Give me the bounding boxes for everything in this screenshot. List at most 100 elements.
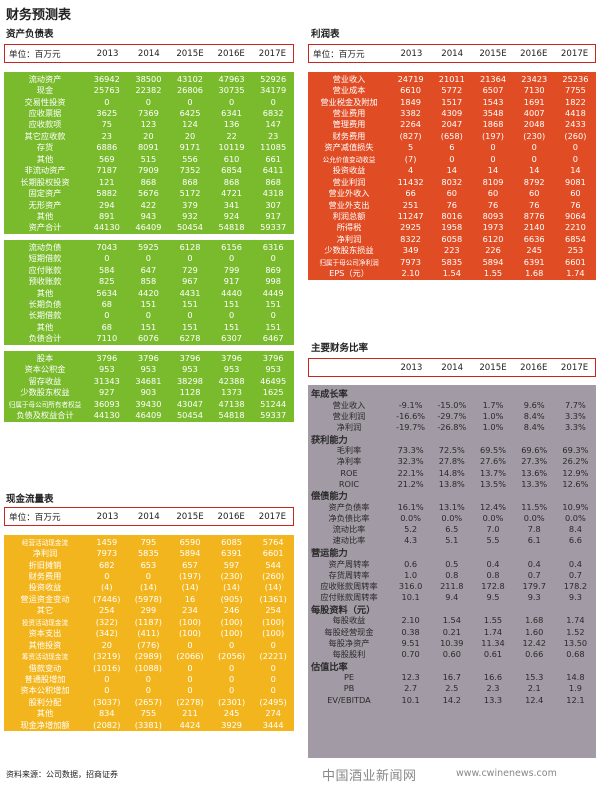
row-label: 短期借款 — [28, 253, 62, 264]
cell-value: 3444 — [262, 719, 284, 730]
row-label: 经营活动现金流 — [21, 538, 69, 547]
cell-value: 7187 — [96, 165, 118, 176]
cell-value: 14.2 — [442, 694, 461, 705]
table-row: 应收票据 3625 7369 6425 6341 6832 — [4, 107, 294, 118]
cell-value: 2048 — [523, 119, 545, 130]
cell-value: 0.4 — [527, 558, 541, 569]
cell-value: 15.3 — [525, 672, 544, 683]
cell-value: 123 — [140, 119, 157, 130]
cell-value: 953 — [140, 364, 157, 375]
table-row: 资本公积金 953 953 953 953 953 — [4, 364, 294, 375]
ratio-section-title: 营运能力 — [308, 546, 596, 559]
cell-value: 5835 — [441, 256, 463, 267]
cell-value: 9.3 — [568, 592, 582, 603]
cell-value: 6832 — [262, 108, 284, 119]
cell-value: 246 — [223, 605, 240, 616]
cell-value: 1.54 — [442, 615, 461, 626]
row-label: 股利分配 — [28, 696, 62, 707]
cell-value: 0 — [270, 685, 276, 696]
cell-value: 14 — [529, 165, 540, 176]
table-row: 少数股东权益 927 903 1128 1373 1625 — [4, 386, 294, 397]
cell-value: 2.1 — [527, 683, 541, 694]
cell-value: 38500 — [135, 73, 162, 84]
cell-value: 10.39 — [440, 637, 464, 648]
cell-value: 610 — [223, 153, 240, 164]
cell-value: 0 — [187, 310, 193, 321]
table-row: 资本支出 (342) (411) (100) (100) (100) — [4, 628, 294, 639]
cell-value: 254 — [265, 605, 281, 616]
cell-value: 9.3 — [527, 592, 541, 603]
year-header: 2013 — [400, 48, 423, 59]
cell-value: 0.61 — [483, 648, 503, 659]
cell-value: 26.2% — [562, 456, 589, 467]
cell-value: 34179 — [260, 85, 287, 96]
cell-value: 38298 — [176, 375, 203, 386]
cell-value: (230) — [220, 571, 243, 582]
table-row: 短期借款 0 0 0 0 0 — [4, 253, 294, 264]
year-header: 2014 — [441, 362, 464, 373]
row-label: 长期股权投资 — [20, 176, 70, 187]
cell-value: 72.5% — [438, 445, 465, 456]
cell-value: 0.6 — [404, 558, 418, 569]
cell-value: 9.4 — [445, 592, 459, 603]
cell-value: 44130 — [93, 409, 120, 420]
cell-value: (260) — [262, 571, 285, 582]
cell-value: 10.1 — [401, 592, 420, 603]
cell-value: 4449 — [262, 287, 284, 298]
cell-value: 254 — [98, 605, 115, 616]
table-row: 净利率 32.3% 27.8% 27.6% 27.3% 26.2% — [308, 456, 596, 467]
cell-value: 172.8 — [481, 581, 505, 592]
cell-value: 9064 — [564, 210, 586, 221]
year-header: 2013 — [96, 48, 119, 59]
table-row: 负债及权益合计 44130 46409 50454 54818 59337 — [4, 409, 294, 420]
cell-value: 1.74 — [566, 268, 585, 279]
table-row: 所得税 2925 1958 1973 2140 2210 — [308, 222, 596, 233]
table-row: 少数股东损益 349 223 226 245 253 — [308, 245, 596, 256]
cell-value: 597 — [223, 559, 240, 570]
cell-value: 54818 — [218, 409, 245, 420]
row-label: 净负债比率 — [328, 513, 370, 524]
cell-value: (2221) — [259, 651, 287, 662]
cell-value: 12.1 — [566, 694, 585, 705]
ratio-section-title: 偿债能力 — [308, 489, 596, 502]
cell-value: 5676 — [137, 188, 159, 199]
cell-value: 21011 — [438, 73, 465, 84]
cell-value: 1822 — [564, 96, 586, 107]
cell-value: 0.60 — [442, 648, 461, 659]
year-header: 2014 — [137, 48, 160, 59]
cell-value: 299 — [140, 605, 157, 616]
cell-value: 30735 — [218, 85, 245, 96]
table-row: 长期借款 0 0 0 0 0 — [4, 310, 294, 321]
cell-value: 2210 — [564, 222, 586, 233]
cell-value: 0 — [270, 662, 276, 673]
cell-value: 647 — [140, 264, 157, 275]
row-label: 资本支出 — [28, 628, 62, 639]
cell-value: 0.66 — [525, 648, 544, 659]
cell-value: 12.3 — [401, 672, 420, 683]
row-label: 长期负债 — [28, 299, 62, 310]
row-label: 净利率 — [336, 456, 362, 467]
cell-value: 16 — [184, 593, 196, 604]
cell-value: 6076 — [137, 333, 159, 344]
cell-value: 4418 — [564, 108, 586, 119]
cell-value: 0 — [145, 96, 151, 107]
cell-value: 3796 — [221, 352, 242, 363]
table-row: 应付账款周转率 10.1 9.4 9.5 9.3 9.3 — [308, 592, 596, 603]
cell-value: (827) — [399, 130, 422, 141]
row-label: 存货周转率 — [328, 569, 370, 580]
ratio-section-title: 获利能力 — [308, 433, 596, 446]
cell-value: 9.5 — [486, 592, 500, 603]
cell-value: -26.8% — [437, 421, 467, 432]
cell-value: 7.8 — [527, 524, 541, 535]
cell-value: 6610 — [400, 85, 422, 96]
table-row: 营业收入 24719 21011 21364 23423 25236 — [308, 73, 596, 84]
cell-value: 349 — [402, 245, 419, 256]
table-row: 应收账款周转率 316.0 211.8 172.8 179.7 178.2 — [308, 580, 596, 591]
table-row: 投资活动现金流 (322) (1187) (100) (100) (100) — [4, 616, 294, 627]
cell-value: 6601 — [564, 256, 586, 267]
table-row: 净负债比率 0.0% 0.0% 0.0% 0.0% 0.0% — [308, 513, 596, 524]
cell-value: 868 — [182, 176, 198, 187]
cell-value: 0 — [490, 142, 496, 153]
cell-value: 20 — [143, 130, 154, 141]
cell-value: 927 — [98, 387, 115, 398]
